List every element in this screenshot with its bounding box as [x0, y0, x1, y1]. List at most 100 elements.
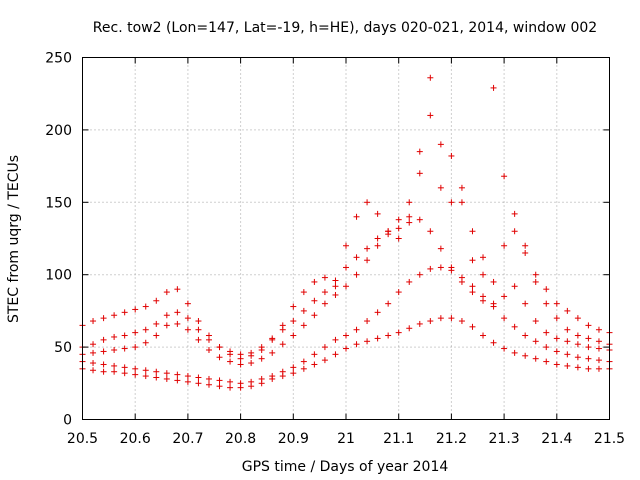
series-sat-b: [79, 264, 613, 387]
data-point: [353, 271, 360, 278]
data-point: [364, 338, 371, 345]
grid: [82, 57, 610, 420]
series-sat-e: [79, 74, 613, 358]
data-point: [437, 141, 444, 148]
data-point: [227, 378, 234, 385]
data-point: [364, 199, 371, 206]
data-point: [216, 383, 223, 390]
data-point: [458, 278, 465, 285]
data-point: [480, 297, 487, 304]
chart-title: Rec. tow2 (Lon=147, Lat=-19, h=HE), days…: [93, 20, 597, 36]
data-point: [595, 345, 602, 352]
data-point: [132, 344, 139, 351]
data-point: [374, 210, 381, 217]
y-tick-label: 100: [45, 268, 72, 284]
data-point: [300, 365, 307, 372]
data-point: [100, 315, 107, 322]
data-point: [522, 300, 529, 307]
data-point: [490, 300, 497, 307]
data-point: [153, 374, 160, 381]
data-point: [142, 339, 149, 346]
x-tick-label: 20.8: [225, 431, 256, 447]
data-point: [121, 332, 128, 339]
data-point: [100, 336, 107, 343]
data-point: [585, 355, 592, 362]
data-point: [300, 322, 307, 329]
data-point: [121, 364, 128, 371]
data-point: [543, 329, 550, 336]
data-point: [227, 348, 234, 355]
data-point: [174, 309, 181, 316]
data-point: [532, 318, 539, 325]
data-point: [216, 344, 223, 351]
data-point: [311, 312, 318, 319]
data-point: [501, 345, 508, 352]
data-point: [353, 254, 360, 261]
y-tick-label: 150: [45, 195, 72, 211]
data-point: [216, 377, 223, 384]
data-point: [543, 358, 550, 365]
data-point: [553, 361, 560, 368]
series-sat-c: [79, 216, 613, 368]
data-point: [195, 374, 202, 381]
data-point: [227, 358, 234, 365]
data-point: [174, 377, 181, 384]
data-point: [205, 381, 212, 388]
data-point: [395, 289, 402, 296]
data-point: [511, 349, 518, 356]
data-point: [269, 335, 276, 342]
x-tick-label: 21: [337, 431, 355, 447]
data-point: [574, 341, 581, 348]
data-point: [406, 199, 413, 206]
data-point: [416, 170, 423, 177]
data-point: [395, 235, 402, 242]
data-point: [258, 375, 265, 382]
data-point: [100, 361, 107, 368]
data-point: [427, 228, 434, 235]
data-point: [300, 358, 307, 365]
data-point: [195, 318, 202, 325]
data-point: [205, 375, 212, 382]
x-tick-label: 20.9: [278, 431, 309, 447]
data-point: [248, 360, 255, 367]
data-point: [90, 367, 97, 374]
data-point: [353, 326, 360, 333]
data-point: [501, 315, 508, 322]
data-point: [90, 360, 97, 367]
data-point: [437, 245, 444, 252]
data-point: [90, 318, 97, 325]
data-point: [153, 368, 160, 375]
data-point: [458, 199, 465, 206]
data-point: [184, 326, 191, 333]
data-point: [416, 320, 423, 327]
data-point: [321, 289, 328, 296]
data-point: [469, 257, 476, 264]
data-point: [385, 300, 392, 307]
data-point: [227, 384, 234, 391]
data-point: [532, 278, 539, 285]
data-point: [522, 332, 529, 339]
data-point: [237, 351, 244, 358]
data-point: [564, 326, 571, 333]
data-point: [532, 355, 539, 362]
x-tick-label: 21.2: [436, 431, 467, 447]
x-tick-label: 21.3: [489, 431, 520, 447]
data-point: [522, 242, 529, 249]
y-tick-label: 200: [45, 123, 72, 139]
data-point: [585, 322, 592, 329]
data-point: [142, 373, 149, 380]
data-point: [279, 341, 286, 348]
data-point: [395, 225, 402, 232]
data-point: [437, 184, 444, 191]
data-point: [321, 357, 328, 364]
data-point: [184, 373, 191, 380]
data-point: [522, 352, 529, 359]
data-point: [574, 354, 581, 361]
data-point: [574, 364, 581, 371]
data-point: [343, 264, 349, 271]
data-point: [332, 291, 339, 298]
data-point: [480, 332, 487, 339]
data-point: [416, 148, 423, 155]
data-point: [321, 274, 328, 281]
